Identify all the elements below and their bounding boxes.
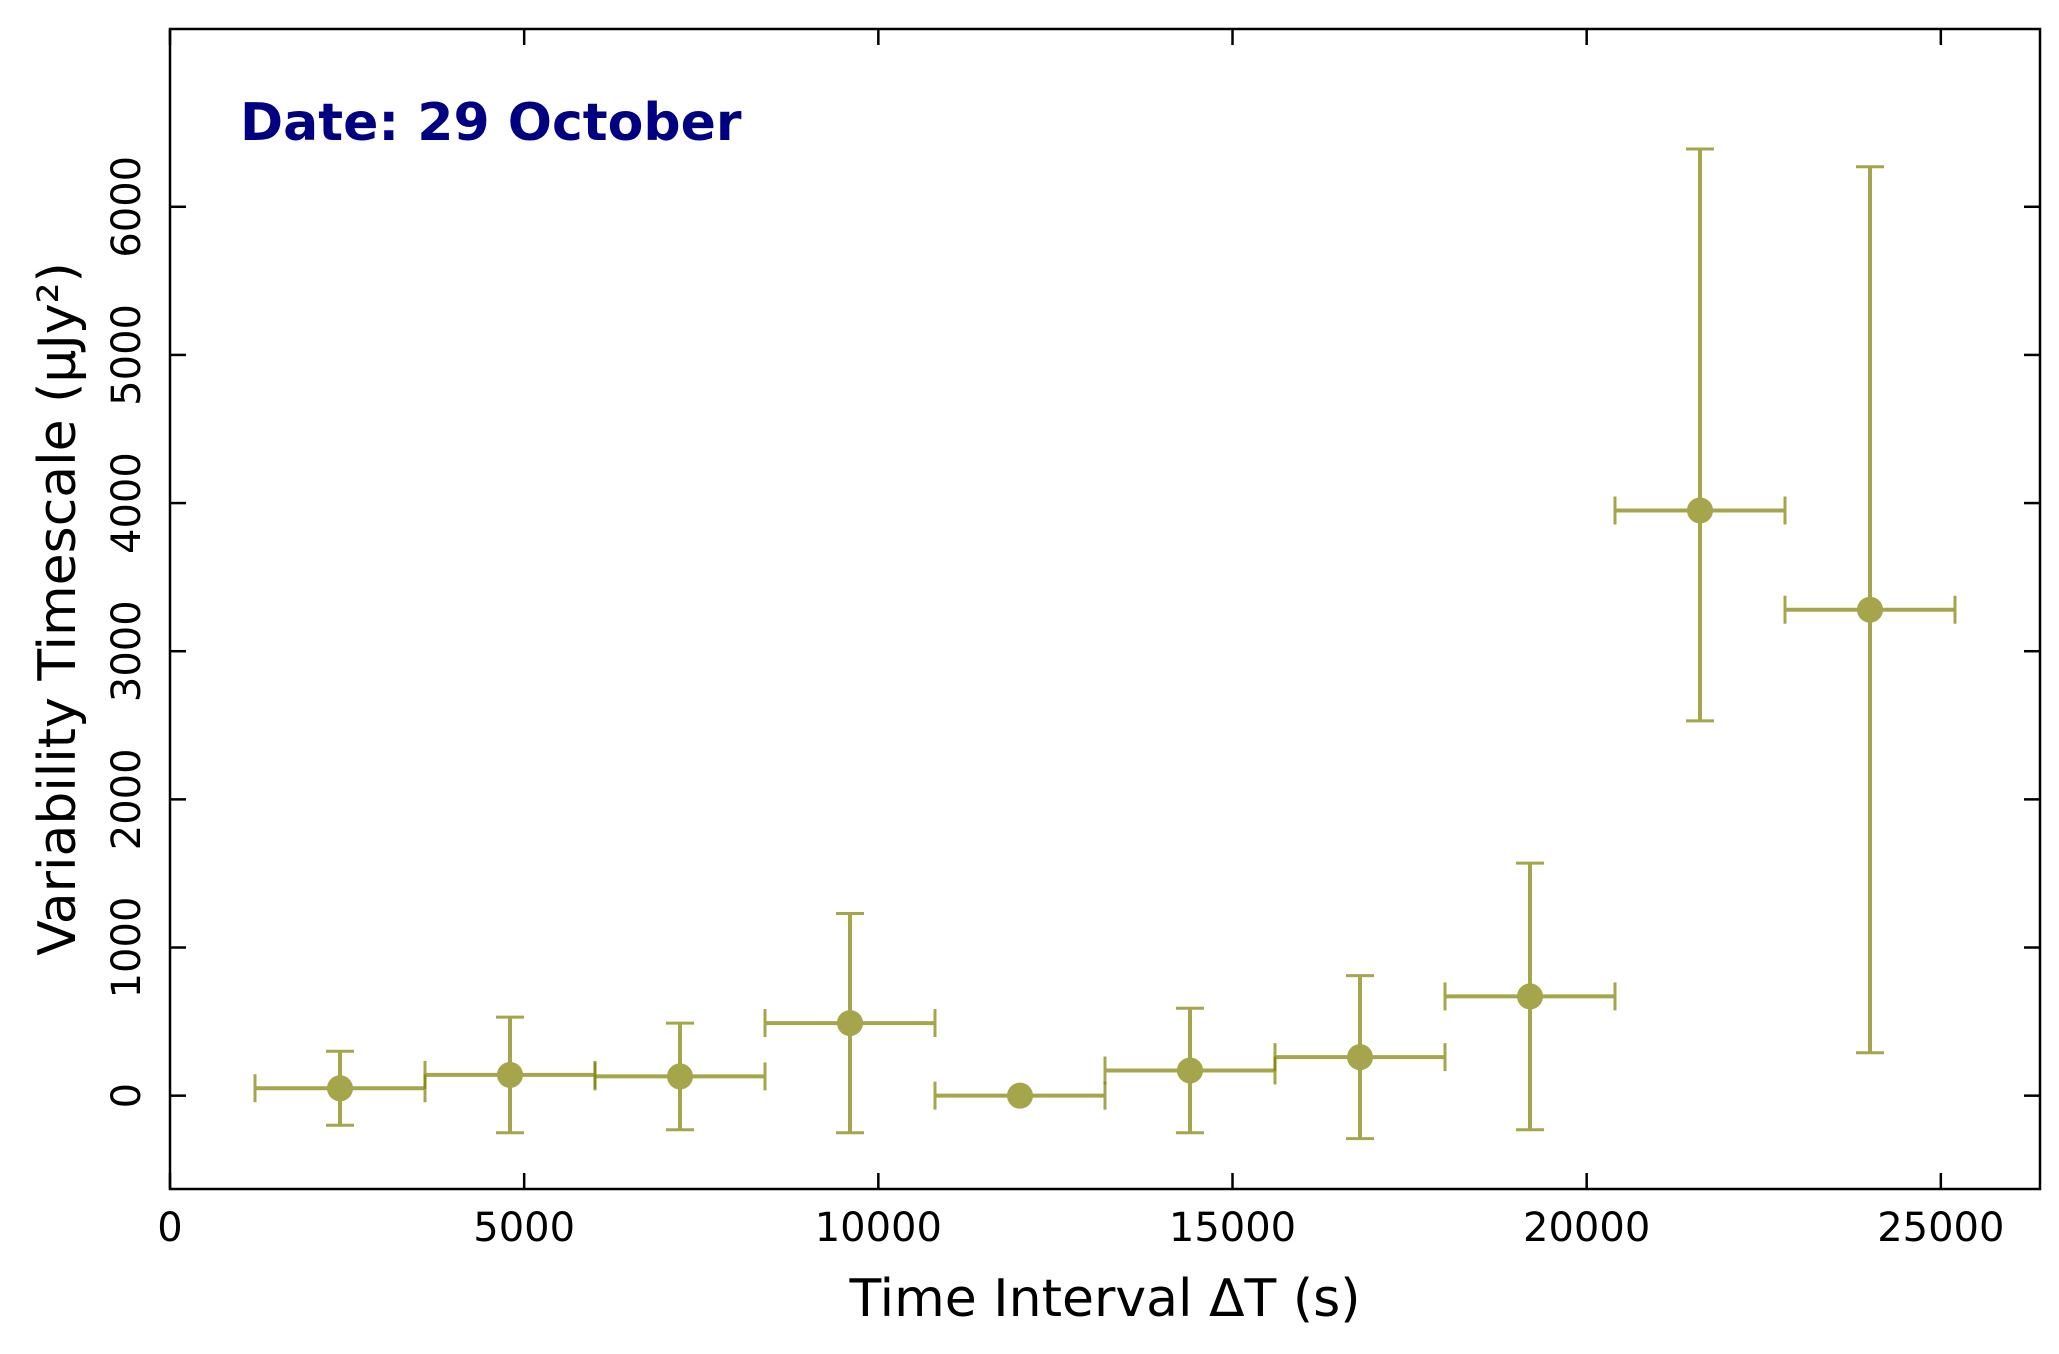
data-point [1443, 861, 1617, 1132]
data-point [593, 1021, 767, 1132]
data-marker [1687, 497, 1713, 524]
x-tick-label: 5000 [473, 1205, 575, 1251]
data-point [763, 911, 937, 1135]
y-tick-label: 0 [104, 1083, 150, 1108]
data-marker [327, 1075, 353, 1102]
data-marker [1517, 983, 1543, 1010]
y-tick-label: 5000 [104, 304, 150, 406]
data-marker [1007, 1082, 1033, 1109]
data-point [933, 1081, 1107, 1110]
data-point [253, 1049, 427, 1127]
x-tick-label: 0 [157, 1205, 182, 1251]
y-tick-label: 1000 [104, 897, 150, 999]
axis-ticks: 0 5000 10000 15000 20000 25000 0 1000 2000 3000 40… [104, 29, 2040, 1251]
data-marker [837, 1010, 863, 1037]
data-points [253, 147, 1957, 1141]
y-tick-label: 3000 [104, 600, 150, 702]
data-marker [667, 1063, 693, 1090]
y-tick-label: 2000 [104, 748, 150, 850]
x-tick-label: 20000 [1523, 1205, 1650, 1251]
x-tick-label: 15000 [1169, 1205, 1296, 1251]
y-axis-label: Variability Timescale (μJy²) [28, 262, 88, 956]
data-point [1273, 974, 1447, 1141]
x-tick-label: 10000 [815, 1205, 942, 1251]
data-marker [1177, 1057, 1203, 1084]
x-tick-label: 25000 [1877, 1205, 2004, 1251]
data-marker [1347, 1044, 1373, 1071]
y-tick-label: 4000 [104, 452, 150, 554]
data-point [1783, 165, 1957, 1055]
plot-area [168, 27, 2042, 1191]
date-annotation: Date: 29 October [240, 93, 742, 153]
data-marker [497, 1061, 523, 1088]
data-point [1613, 147, 1787, 723]
x-axis-label: Time Interval ΔT (s) [849, 1269, 1361, 1329]
y-tick-label: 6000 [104, 156, 150, 258]
data-marker [1857, 596, 1883, 623]
